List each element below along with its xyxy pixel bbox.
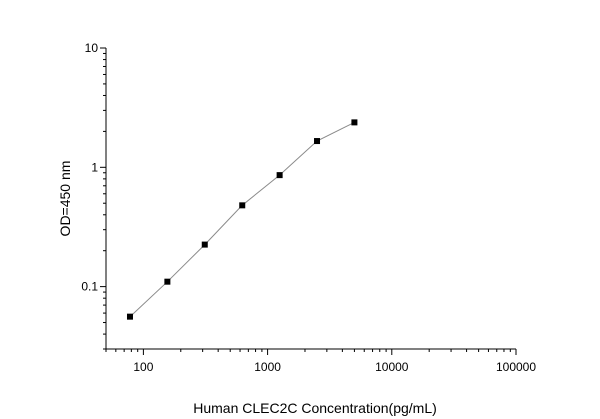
data-series (126, 119, 358, 320)
x-axis-title: Human CLEC2C Concentration(pg/mL) (193, 400, 437, 416)
data-point (276, 172, 283, 179)
x-tick-label: 10000 (375, 360, 409, 374)
x-tick-label: 100 (133, 360, 153, 374)
y-tick-label: 0.1 (81, 280, 98, 294)
data-point (314, 138, 321, 145)
data-point (164, 278, 171, 285)
data-point (126, 313, 133, 320)
series-line (129, 121, 355, 318)
axis-ticks: 100 1000 10000 100000 0.1 1 10 (81, 41, 536, 374)
y-tick-label: 1 (91, 160, 98, 174)
x-tick-label: 100000 (496, 360, 536, 374)
axes (105, 48, 516, 350)
y-axis-title: OD=450 nm (57, 161, 73, 237)
data-point (351, 119, 358, 126)
data-point (201, 241, 208, 248)
data-point (239, 202, 246, 209)
y-tick-label: 10 (85, 41, 99, 55)
x-tick-label: 1000 (254, 360, 281, 374)
